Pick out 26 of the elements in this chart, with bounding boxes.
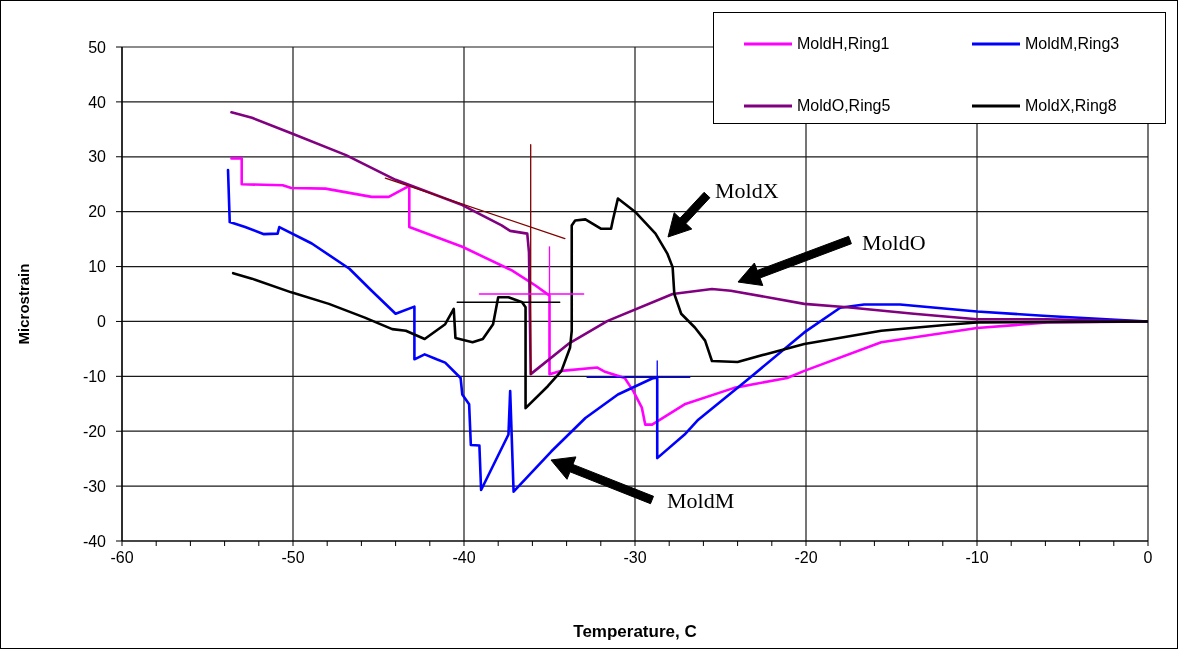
legend-label: MoldX,Ring8 [1025, 97, 1117, 115]
legend-label: MoldO,Ring5 [797, 97, 891, 115]
x-tick-label: -60 [110, 549, 134, 567]
y-tick-label: 50 [88, 38, 107, 56]
y-tick-label: -10 [82, 368, 107, 386]
x-tick-label: -40 [452, 549, 476, 567]
x-tick-label: -20 [794, 549, 818, 567]
x-tick-label: 0 [1143, 549, 1153, 567]
annotation: MoldM [667, 487, 735, 513]
x-axis-title: Temperature, C [573, 621, 697, 641]
x-tick-label: -30 [623, 549, 647, 567]
y-axis-title: Microstrain [14, 263, 32, 345]
x-tick-label: -10 [965, 549, 989, 567]
x-tick-label: -50 [281, 549, 305, 567]
y-tick-label: -20 [82, 422, 107, 440]
annotation: MoldO [862, 229, 926, 255]
y-tick-label: 40 [88, 93, 107, 111]
y-tick-label: -40 [82, 532, 107, 550]
annotation: MoldX [715, 177, 779, 203]
y-tick-label: 30 [88, 148, 107, 166]
y-tick-label: 20 [88, 203, 107, 221]
y-tick-label: -30 [82, 477, 107, 495]
legend-label: MoldM,Ring3 [1025, 35, 1120, 53]
y-tick-label: 10 [88, 258, 107, 276]
y-tick-label: 0 [97, 313, 107, 331]
legend-label: MoldH,Ring1 [797, 35, 890, 53]
